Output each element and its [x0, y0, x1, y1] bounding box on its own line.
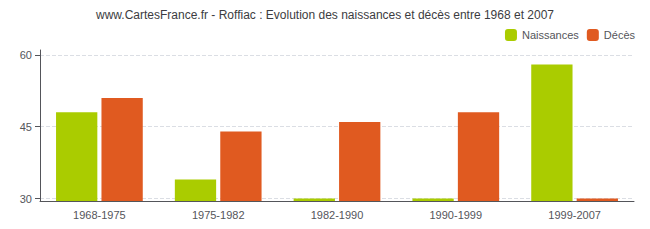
svg-text:Naissances: Naissances: [522, 29, 579, 41]
svg-text:1975-1982: 1975-1982: [192, 209, 245, 221]
svg-text:Décès: Décès: [604, 29, 636, 41]
svg-text:30: 30: [20, 193, 32, 205]
svg-text:60: 60: [20, 49, 32, 61]
svg-text:1990-1999: 1990-1999: [429, 209, 482, 221]
svg-text:1982-1990: 1982-1990: [311, 209, 364, 221]
svg-text:45: 45: [20, 121, 32, 133]
svg-text:1999-2007: 1999-2007: [548, 209, 601, 221]
svg-text:1968-1975: 1968-1975: [73, 209, 126, 221]
svg-text:www.CartesFrance.fr - Roffiac: www.CartesFrance.fr - Roffiac : Evolutio…: [95, 8, 554, 22]
